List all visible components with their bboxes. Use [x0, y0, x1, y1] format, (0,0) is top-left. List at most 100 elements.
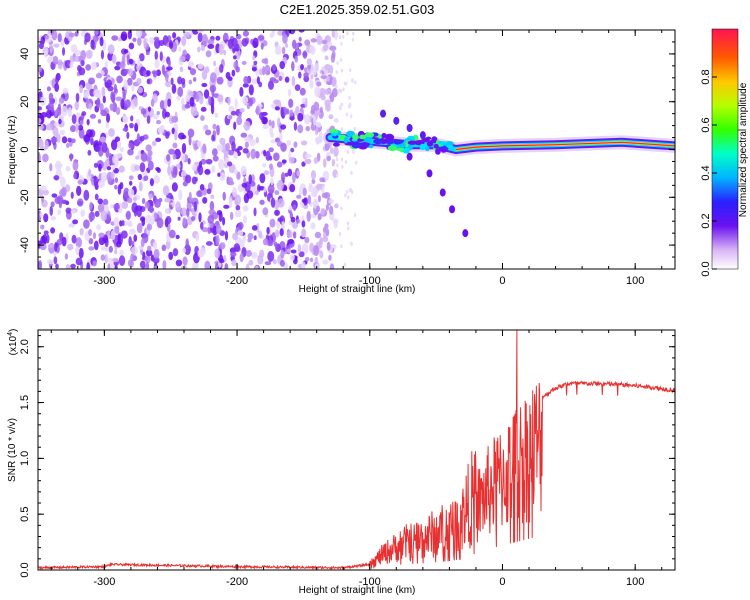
noise-speckle: [88, 168, 92, 177]
noise-speckle: [346, 149, 350, 154]
noise-speckle: [199, 221, 204, 230]
noise-speckle: [42, 189, 49, 196]
noise-speckle: [90, 137, 94, 146]
noise-speckle: [83, 219, 90, 229]
noise-speckle: [269, 163, 273, 170]
noise-speckle: [242, 96, 249, 104]
noise-speckle: [347, 195, 350, 200]
noise-speckle: [55, 74, 59, 84]
noise-speckle: [339, 58, 343, 63]
noise-speckle: [272, 258, 277, 265]
noise-speckle: [301, 97, 306, 104]
noise-speckle: [175, 234, 180, 240]
noise-speckle: [351, 78, 354, 83]
noise-speckle: [299, 87, 306, 96]
noise-speckle: [318, 87, 326, 97]
noise-speckle: [286, 108, 290, 115]
noise-speckle: [113, 203, 120, 211]
noise-speckle: [80, 59, 85, 67]
noise-speckle: [100, 109, 108, 117]
noise-speckle: [234, 200, 239, 206]
noise-speckle: [331, 78, 337, 86]
noise-speckle: [304, 256, 310, 262]
noise-speckle: [273, 152, 280, 162]
noise-speckle: [179, 66, 184, 73]
noise-speckle: [145, 249, 153, 257]
noise-speckle: [308, 184, 314, 193]
noise-speckle: [210, 104, 215, 115]
noise-speckle: [39, 212, 43, 218]
noise-speckle: [94, 193, 99, 201]
noise-speckle: [255, 265, 259, 269]
noise-speckle: [161, 64, 166, 75]
snr-y-tick-label: 0.0: [19, 562, 31, 577]
noise-speckle: [313, 101, 320, 112]
signal-blob: [373, 138, 383, 145]
noise-speckle: [48, 92, 54, 102]
noise-speckle: [236, 116, 243, 126]
noise-speckle: [56, 195, 64, 204]
noise-speckle: [306, 64, 312, 70]
noise-speckle: [290, 216, 296, 223]
noise-speckle: [239, 86, 244, 97]
noise-speckle: [126, 220, 132, 226]
noise-speckle: [227, 76, 233, 81]
noise-speckle: [204, 168, 211, 175]
noise-speckle: [111, 54, 117, 64]
noise-speckle: [80, 209, 86, 217]
noise-speckle: [201, 69, 208, 80]
noise-speckle: [245, 263, 250, 269]
noise-speckle: [188, 90, 194, 97]
noise-speckle: [204, 129, 212, 136]
noise-speckle: [227, 96, 231, 106]
noise-speckle: [46, 109, 52, 119]
signal-blob: [344, 142, 355, 146]
noise-speckle: [97, 198, 104, 205]
noise-speckle: [91, 61, 97, 71]
signal-blob: [446, 144, 452, 149]
noise-speckle: [270, 197, 276, 208]
noise-speckle: [340, 206, 343, 211]
noise-speckle: [144, 201, 150, 209]
noise-speckle: [354, 80, 357, 85]
noise-speckle: [60, 38, 65, 48]
signal-blob: [387, 145, 397, 152]
noise-speckle: [264, 64, 271, 76]
noise-speckle: [200, 158, 207, 165]
noise-speckle: [172, 153, 177, 160]
noise-speckle: [316, 81, 322, 87]
noise-speckle: [163, 98, 168, 109]
noise-speckle: [349, 187, 353, 192]
noise-speckle: [287, 239, 295, 245]
noise-speckle: [121, 220, 126, 226]
noise-speckle: [114, 177, 119, 184]
noise-speckle: [353, 126, 357, 131]
noise-speckle: [335, 157, 339, 162]
noise-speckle: [58, 97, 65, 104]
signal-blob: [332, 142, 340, 147]
noise-speckle: [53, 96, 58, 106]
noise-speckle: [311, 178, 316, 185]
noise-speckle: [71, 114, 77, 124]
noise-speckle: [184, 103, 191, 109]
noise-speckle: [240, 132, 248, 138]
noise-speckle: [86, 262, 91, 269]
noise-speckle: [59, 129, 66, 136]
signal-blob: [431, 136, 438, 144]
noise-speckle: [247, 237, 252, 243]
noise-speckle: [143, 38, 147, 49]
noise-speckle: [83, 134, 91, 143]
noise-speckle: [204, 260, 211, 269]
noise-speckle: [102, 95, 106, 104]
snr-y-tick-label: 1.0: [19, 451, 31, 466]
noise-speckle: [316, 35, 323, 45]
noise-speckle: [303, 113, 311, 125]
noise-speckle: [177, 76, 183, 85]
noise-speckle: [335, 70, 338, 75]
noise-speckle: [174, 129, 178, 141]
snr-series-line: [38, 330, 675, 570]
noise-speckle: [287, 88, 292, 97]
noise-speckle: [104, 253, 108, 264]
noise-speckle: [70, 191, 74, 199]
noise-speckle: [165, 216, 172, 225]
